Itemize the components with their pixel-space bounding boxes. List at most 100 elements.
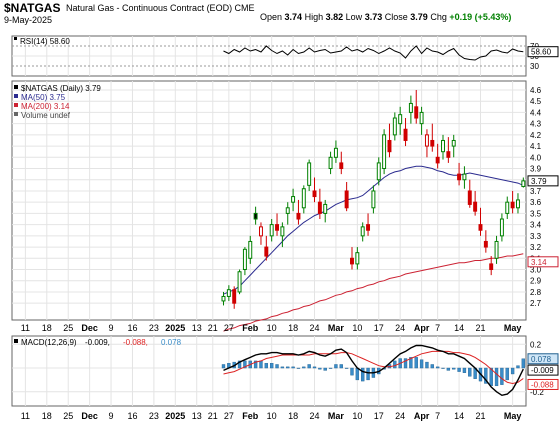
x-tick-label: 2025 [165,411,185,421]
ohlc-quote: Open 3.74 High 3.82 Low 3.73 Close 3.79 … [260,12,511,22]
price-tick-label: 4.5 [530,97,542,106]
x-tick-label: 11 [21,323,30,333]
x-tick-label: 14 [454,323,464,333]
macd-histogram-bar [355,367,360,381]
x-tick-label: Dec [81,411,98,421]
ma200-last-label: 3.14 [531,258,547,267]
macd-histogram-bar [302,366,306,369]
candle-body [419,111,424,125]
price-legend-item: $NATGAS (Daily) 3.79 [21,84,101,93]
open-label: Open [260,12,283,22]
x-tick-label: Feb [242,323,259,333]
macd-histogram-bar [494,367,499,387]
macd-hist-last-label: 0.078 [531,355,552,364]
macd-histogram-bar [270,363,274,369]
rsi-last-label: 58.60 [531,48,552,57]
price-tick-label: 3.3 [530,232,542,241]
rsi-line [223,45,524,61]
candle-body [275,224,280,231]
close-label: Close [384,12,408,22]
candle-body [280,226,285,237]
price-tick-label: 3.5 [530,209,542,218]
x-tick-label: 16 [127,323,137,333]
price-tick-label: 3.0 [530,266,542,275]
macd-histogram-bar [280,366,285,369]
macd-histogram-bar [435,366,440,369]
macd-histogram-bar [237,360,242,369]
macd-histogram-bar [462,367,467,373]
price-last-label-box [527,175,559,187]
x-tick-label: 18 [42,411,52,421]
x-tick-label: 10 [352,323,362,333]
macd-histogram-bar [296,367,301,369]
macd-signal-line [223,350,524,385]
candle-body [515,199,520,209]
macd-signal-last-label: -0.088 [531,380,554,389]
macd-histogram-bar [414,357,418,369]
macd-legend-item: 0.078 [161,338,182,347]
candle-body [403,128,408,141]
macd-histogram-bar [361,367,365,382]
candle-body [296,212,301,220]
macd-histogram-bar [334,364,338,369]
candle-body [328,156,333,170]
candle-body [489,263,494,271]
candle-body [382,134,387,170]
macd-histogram-bar [344,367,349,369]
x-tick-label: 25 [63,323,73,333]
macd-last-label: -0.009 [531,366,554,375]
chg-label: Chg [430,12,447,22]
close-value: 3.79 [410,12,428,22]
macd-histogram-bar [510,367,515,375]
macd-histogram-bar [409,357,413,369]
candle-body [414,106,419,119]
candle-body [248,240,253,259]
macd-histogram-bar [484,367,488,384]
x-tick-label: Apr [414,411,430,421]
candle-body [376,162,381,181]
price-legend-marker [14,85,18,89]
rsi-tick-label: 30 [530,62,539,71]
price-last-label: 3.79 [531,177,547,186]
candle-body [424,134,429,147]
candle-body [510,201,515,209]
candle-body [339,162,344,170]
candle-body [301,188,306,209]
macd-hist-last-label-box [527,353,559,365]
candle-body [521,180,526,187]
macd-histogram-bar [264,363,268,369]
x-tick-label: 18 [288,411,298,421]
candle-body [291,196,296,203]
open-value: 3.74 [284,12,303,22]
candle-body [323,203,328,214]
macd-histogram-bar [446,367,451,371]
price-legend-marker [14,103,18,107]
chart-date: 9-May-2025 [4,15,53,25]
candle-body [307,162,312,186]
candle-body [467,190,472,205]
macd-histogram-bar [419,359,424,369]
x-tick-label: 25 [63,411,73,421]
candle-body [312,190,317,198]
macd-histogram-bar [500,367,504,385]
price-tick-label: 4.4 [530,108,542,117]
x-tick-label: 18 [42,323,52,333]
candle-body [371,190,376,209]
macd-histogram-bar [452,367,456,370]
x-tick-label: 21 [208,323,218,333]
price-tick-label: 4.2 [530,131,542,140]
x-tick-label: 16 [127,411,137,421]
price-tick-label: 2.7 [530,299,542,308]
macd-histogram-bar [318,367,322,370]
rsi-legend-marker [14,37,17,40]
macd-histogram-bar [425,361,429,369]
candle-body [344,190,349,209]
candle-body [360,226,365,237]
x-tick-label: 9 [109,411,114,421]
x-tick-label: 14 [454,411,464,421]
price-tick-label: 4.3 [530,120,542,129]
x-tick-label: 27 [224,323,234,333]
macd-histogram-bar [339,364,343,369]
x-tick-label: 24 [395,323,405,333]
